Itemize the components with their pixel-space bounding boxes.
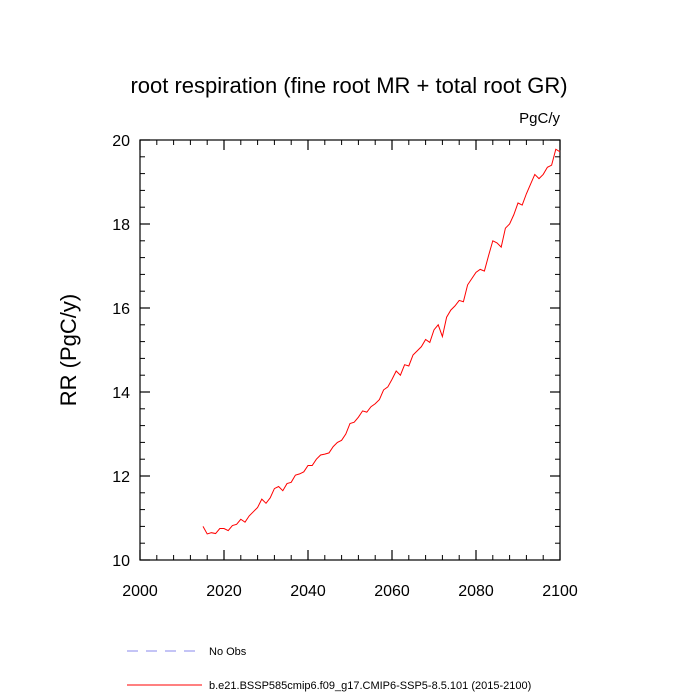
x-tick-label: 2020 — [206, 583, 242, 600]
y-tick-label: 20 — [112, 133, 130, 150]
x-tick-label: 2040 — [290, 583, 326, 600]
x-tick-label: 2100 — [542, 583, 578, 600]
y-axis-label: RR (PgC/y) — [56, 294, 81, 406]
x-tick-label: 2080 — [458, 583, 494, 600]
series-line — [202, 148, 561, 535]
plot-frame — [139, 139, 561, 561]
y-tick-label: 16 — [112, 301, 130, 318]
axis-ticks: 2000 2020 2040 2060 2080 2100 10 12 14 16 18 20 — [112, 133, 578, 600]
y-tick-label: 14 — [112, 385, 130, 402]
chart-title: root respiration (fine root MR + total r… — [130, 73, 567, 98]
legend: No Obs b.e21.BSSP585cmip6.f09_g17.CMIP6-… — [127, 646, 531, 692]
units-label: PgC/y — [519, 110, 560, 127]
x-tick-label: 2060 — [374, 583, 410, 600]
y-tick-label: 12 — [112, 469, 130, 486]
x-tick-label: 2000 — [122, 583, 158, 600]
y-tick-label: 10 — [112, 553, 130, 570]
legend-label-simulation: b.e21.BSSP585cmip6.f09_g17.CMIP6-SSP5-8.… — [209, 680, 531, 692]
legend-label-no-obs: No Obs — [209, 646, 247, 658]
y-tick-label: 18 — [112, 217, 130, 234]
series-layer — [202, 148, 561, 535]
